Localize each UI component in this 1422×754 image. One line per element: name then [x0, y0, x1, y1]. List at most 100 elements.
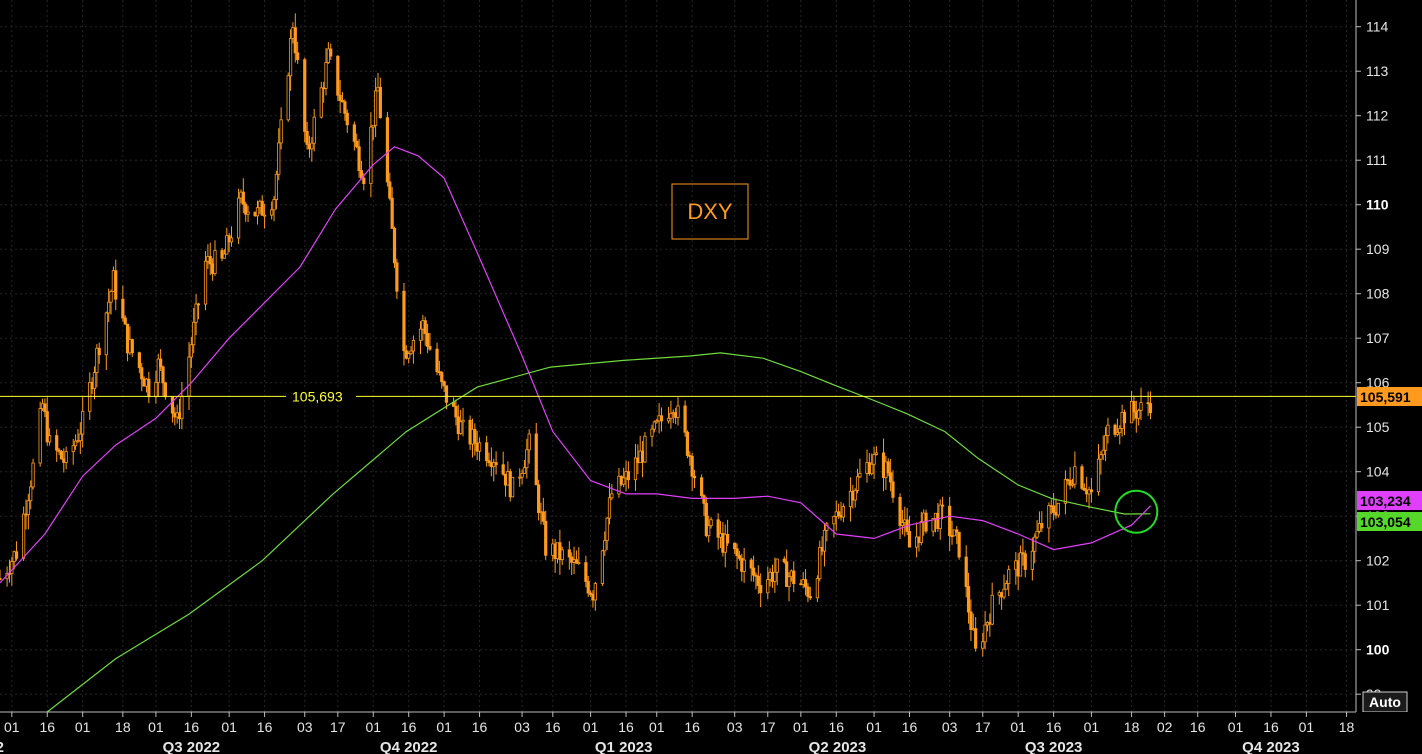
price-candle — [197, 304, 199, 305]
price-candle — [816, 579, 818, 598]
price-candle — [585, 563, 587, 582]
price-candle — [1003, 589, 1005, 597]
y-tick-label: 107 — [1366, 330, 1390, 346]
price-candle — [686, 432, 688, 455]
price-candle — [1036, 531, 1038, 537]
price-candle — [887, 462, 889, 473]
price-candle — [1052, 506, 1054, 513]
price-candle — [1107, 425, 1109, 435]
price-candle — [1104, 436, 1106, 451]
price-candle — [426, 333, 428, 346]
price-candle — [1100, 455, 1102, 460]
price-candle — [653, 422, 655, 429]
x-tick-label: 16 — [257, 719, 273, 735]
x-tick-label: 16 — [39, 719, 55, 735]
price-candle — [948, 506, 950, 535]
price-candle — [967, 587, 969, 613]
price-candle — [974, 629, 976, 649]
x-tick-label: 16 — [401, 719, 417, 735]
price-candle — [958, 532, 960, 557]
price-candle — [424, 321, 426, 334]
price-candle — [223, 254, 225, 258]
price-candle — [892, 482, 894, 497]
price-candle — [138, 353, 140, 368]
price-candle — [275, 174, 277, 199]
price-candle — [15, 552, 17, 559]
quarter-label: Q3 2022 — [163, 739, 221, 754]
price-candle — [263, 215, 265, 216]
price-candle — [474, 429, 476, 443]
price-candle — [1024, 554, 1026, 570]
price-candle — [611, 494, 613, 498]
price-candle — [542, 512, 544, 521]
price-candle — [261, 201, 263, 215]
quarter-label: Q4 2022 — [380, 739, 438, 754]
price-candle — [110, 291, 112, 302]
x-tick-label: 16 — [1190, 719, 1206, 735]
price-candle — [1074, 467, 1076, 484]
price-candle — [767, 580, 769, 593]
price-candle — [1133, 401, 1135, 411]
price-candle — [622, 478, 624, 484]
price-candle — [1031, 551, 1033, 569]
price-candle — [320, 88, 322, 117]
y-tick-label: 104 — [1366, 464, 1390, 480]
price-candle — [691, 456, 693, 476]
price-candle — [495, 463, 497, 465]
x-tick-label: 16 — [184, 719, 200, 735]
price-candle — [502, 465, 504, 475]
price-candle — [346, 113, 348, 125]
x-tick-label: 16 — [618, 719, 634, 735]
price-candle — [941, 505, 943, 506]
x-tick-label: 01 — [75, 719, 91, 735]
price-candle — [793, 571, 795, 584]
quarter-label: Q4 2023 — [1242, 739, 1300, 754]
price-candle — [1140, 403, 1142, 411]
x-tick-label: 01 — [221, 719, 237, 735]
price-candle — [181, 396, 183, 419]
price-candle — [970, 612, 972, 629]
x-tick-label: 16 — [684, 719, 700, 735]
quarter-label: Q2 2023 — [809, 739, 867, 754]
price-candle — [1019, 553, 1021, 576]
price-candle — [65, 452, 67, 463]
price-candle — [455, 406, 457, 417]
price-candle — [374, 91, 376, 125]
price-candle — [750, 560, 752, 568]
price-candle — [752, 568, 754, 575]
price-candle — [280, 120, 282, 143]
price-candle — [330, 49, 332, 56]
price-candle — [991, 595, 993, 624]
price-candle — [107, 302, 109, 313]
x-tick-label: 01 — [583, 719, 599, 735]
price-candle — [79, 434, 81, 441]
price-candle — [776, 559, 778, 572]
price-candle — [700, 478, 702, 496]
price-candle — [984, 625, 986, 642]
x-tick-label: 03 — [727, 719, 743, 735]
price-candle — [273, 200, 275, 210]
price-candle — [247, 212, 249, 214]
price-candle — [98, 348, 100, 354]
price-candle — [27, 501, 29, 515]
price-candle — [386, 118, 388, 182]
price-candle — [908, 531, 910, 547]
price-candle — [122, 299, 124, 318]
price-candle — [358, 147, 360, 171]
price-candle — [819, 548, 821, 579]
price-candle — [256, 208, 258, 216]
x-tick-label: 01 — [1228, 719, 1244, 735]
price-candle — [55, 436, 57, 451]
y-tick-label: 105 — [1366, 419, 1390, 435]
price-candle — [44, 404, 46, 412]
price-candle — [873, 454, 875, 464]
price-candle — [1102, 450, 1104, 454]
price-candle — [601, 551, 603, 584]
quarter-label: Q3 2023 — [1025, 739, 1083, 754]
price-candle — [561, 550, 563, 560]
last-price-value: 105,591 — [1360, 389, 1411, 405]
price-candle — [304, 60, 306, 132]
x-tick-label: 01 — [649, 719, 665, 735]
x-tick-label: 18 — [1339, 719, 1355, 735]
